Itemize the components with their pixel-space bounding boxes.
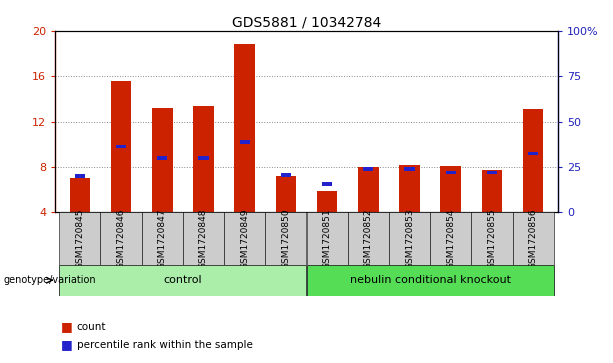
Bar — [183, 212, 224, 265]
Bar — [482, 170, 502, 212]
Bar — [75, 174, 85, 178]
Bar — [523, 109, 543, 212]
Bar — [234, 44, 255, 212]
Bar — [116, 145, 126, 148]
Bar — [430, 212, 471, 265]
Bar — [101, 212, 142, 265]
Text: GSM1720845: GSM1720845 — [75, 208, 85, 269]
Bar — [512, 212, 554, 265]
Text: GSM1720849: GSM1720849 — [240, 208, 249, 269]
Bar — [265, 212, 306, 265]
Bar — [440, 166, 461, 212]
Bar — [152, 108, 173, 212]
Text: GSM1720854: GSM1720854 — [446, 208, 455, 269]
Bar — [157, 156, 167, 160]
Text: control: control — [164, 276, 202, 285]
Bar — [70, 178, 90, 212]
Text: ■: ■ — [61, 320, 73, 333]
Text: GSM1720855: GSM1720855 — [487, 208, 497, 269]
Bar — [142, 212, 183, 265]
Text: GSM1720856: GSM1720856 — [528, 208, 538, 269]
Bar — [199, 156, 208, 160]
Text: percentile rank within the sample: percentile rank within the sample — [77, 340, 253, 350]
Text: GSM1720852: GSM1720852 — [364, 208, 373, 269]
Text: GSM1720851: GSM1720851 — [322, 208, 332, 269]
Bar — [322, 182, 332, 186]
Bar — [111, 81, 131, 212]
Bar — [363, 167, 373, 171]
Text: GSM1720848: GSM1720848 — [199, 208, 208, 269]
Bar — [59, 265, 306, 296]
Bar — [281, 173, 291, 177]
Bar — [399, 165, 420, 212]
Text: nebulin conditional knockout: nebulin conditional knockout — [349, 276, 511, 285]
Bar — [317, 191, 337, 212]
Title: GDS5881 / 10342784: GDS5881 / 10342784 — [232, 16, 381, 30]
Bar — [193, 106, 214, 212]
Bar — [405, 167, 414, 171]
Text: genotype/variation: genotype/variation — [3, 275, 96, 285]
Text: GSM1720850: GSM1720850 — [281, 208, 291, 269]
Bar — [348, 212, 389, 265]
Text: ■: ■ — [61, 338, 73, 351]
Bar — [306, 212, 348, 265]
Bar — [358, 167, 379, 212]
Bar — [389, 212, 430, 265]
Bar — [306, 265, 554, 296]
Bar — [446, 171, 456, 175]
Bar — [528, 152, 538, 155]
Bar — [471, 212, 512, 265]
Bar — [276, 176, 296, 212]
Bar — [240, 140, 250, 144]
Text: GSM1720853: GSM1720853 — [405, 208, 414, 269]
Bar — [59, 212, 101, 265]
Bar — [487, 171, 497, 175]
Text: GSM1720846: GSM1720846 — [116, 208, 126, 269]
Text: GSM1720847: GSM1720847 — [158, 208, 167, 269]
Text: count: count — [77, 322, 106, 332]
Bar — [224, 212, 265, 265]
